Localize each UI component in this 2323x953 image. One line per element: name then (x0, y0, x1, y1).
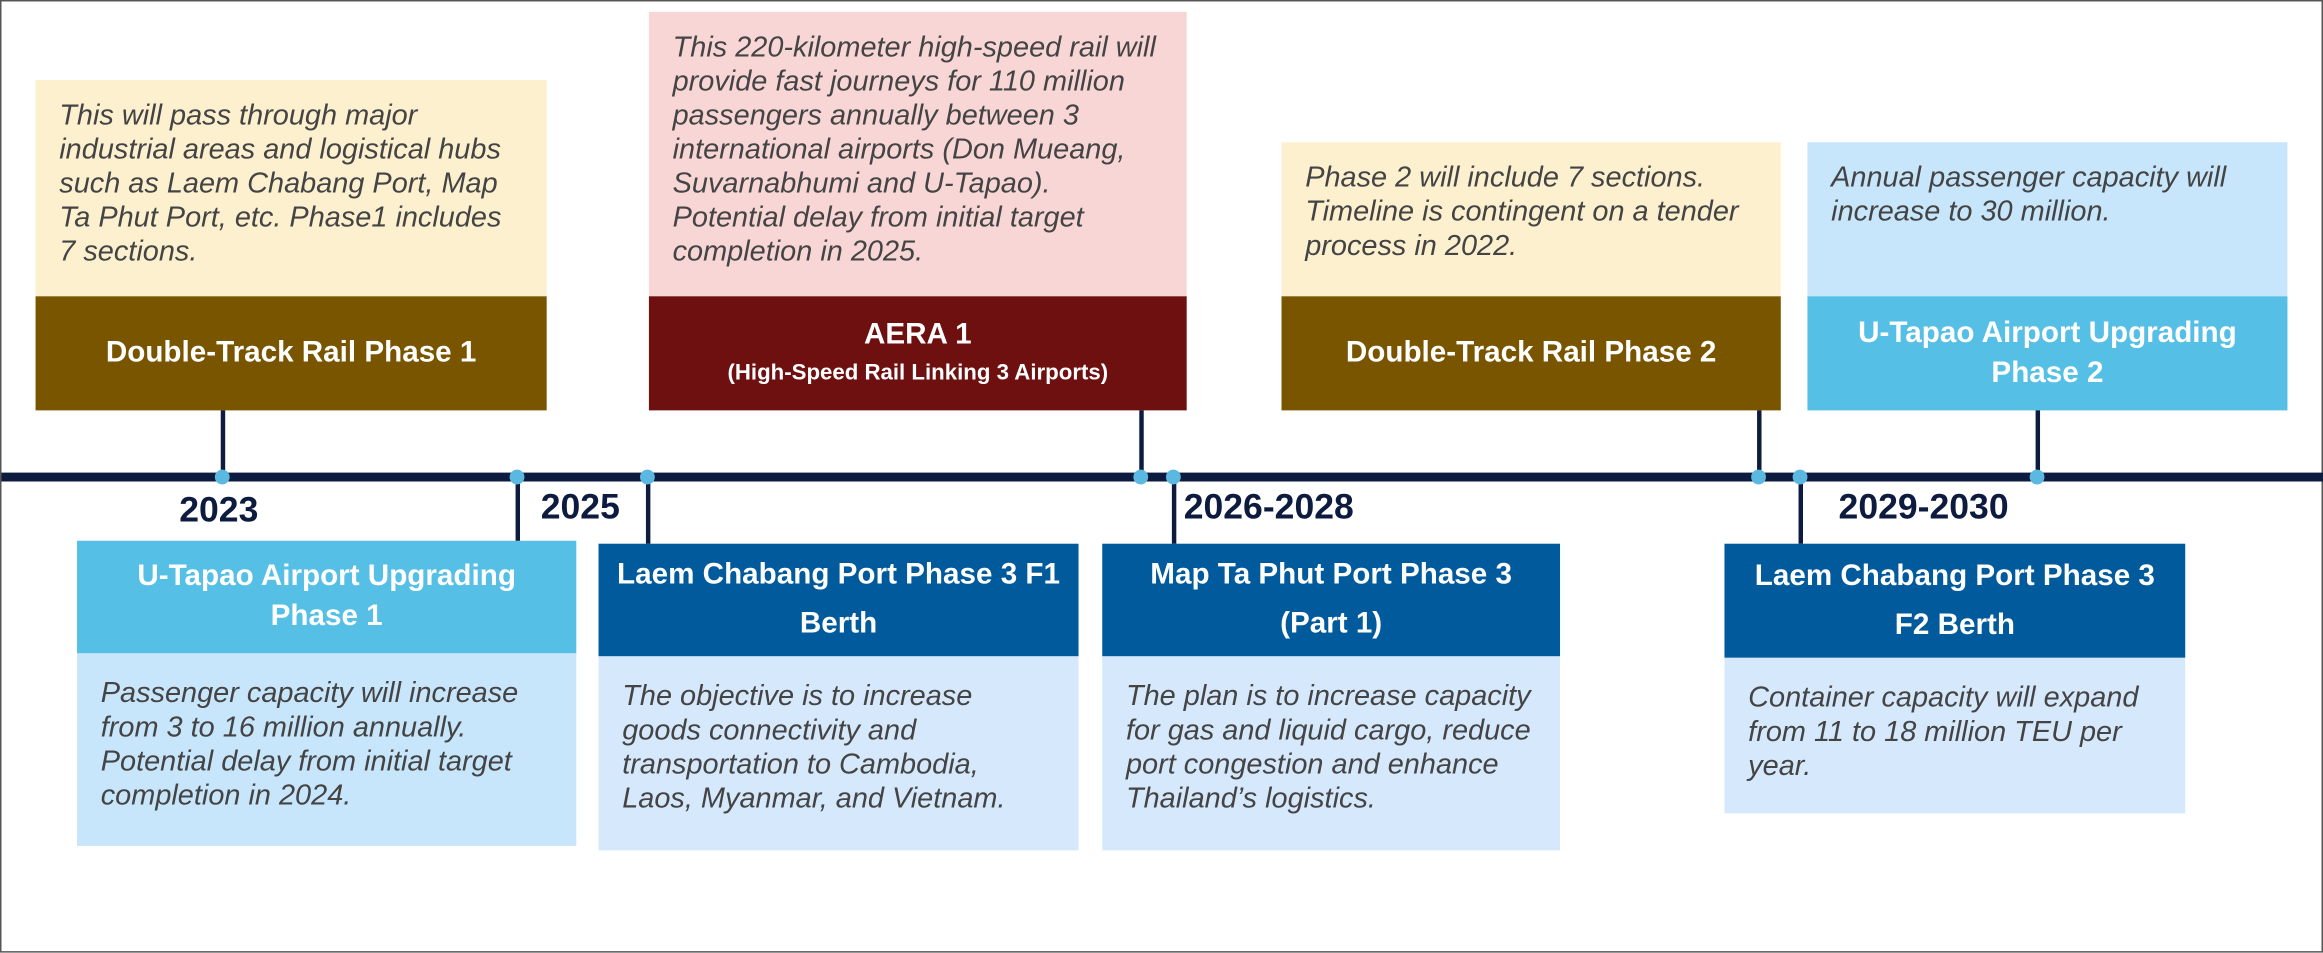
year-label: 2026-2028 (1183, 487, 1354, 528)
connector (645, 477, 650, 544)
subtitle-text: (High-Speed Rail Linking 3 Airports) (727, 360, 1109, 386)
milestone-description: Passenger capacity will increase from 3 … (77, 653, 577, 846)
milestone-title: AERA 1 (High-Speed Rail Linking 3 Airport… (648, 296, 1187, 411)
title-text: U-Tapao Airport Upgrading Phase 1 (137, 560, 516, 633)
timeline-dot (1133, 469, 1149, 485)
milestone-description: Annual passenger capacity will increase … (1807, 142, 2288, 297)
milestone-description: Container capacity will expand from 11 t… (1724, 657, 2186, 814)
year-label: 2025 (540, 487, 620, 528)
title-text: U-Tapao Airport Upgrading Phase 2 (1858, 316, 2237, 389)
connector (1171, 477, 1176, 544)
milestone-title: U-Tapao Airport Upgrading Phase 1 (77, 540, 577, 654)
timeline-dot (214, 469, 230, 485)
title-text: Laem Chabang Port Phase 3 F2 Berth (1754, 559, 2155, 641)
title-text: Laem Chabang Port Phase 3 F1 Berth (617, 558, 1060, 641)
title-text: AERA 1 (863, 318, 972, 352)
milestone-title: Laem Chabang Port Phase 3 F1 Berth (598, 543, 1079, 657)
milestone-description: The objective is to increase goods conne… (598, 656, 1079, 851)
timeline-dot (1165, 469, 1181, 485)
milestone-title: Double-Track Rail Phase 1 (35, 296, 547, 411)
milestone-description: Phase 2 will include 7 sections. Timelin… (1281, 142, 1781, 297)
connector (1797, 477, 1803, 544)
year-label: 2029-2030 (1838, 487, 2009, 528)
milestone-title: Laem Chabang Port Phase 3 F2 Berth (1724, 543, 2186, 658)
milestone-title: Map Ta Phut Port Phase 3 (Part 1) (1102, 543, 1561, 657)
timeline-dot (1751, 469, 1766, 485)
timeline-axis (1, 472, 2323, 482)
year-label: 2023 (179, 490, 259, 531)
connector (2034, 410, 2040, 478)
title-text: Double-Track Rail Phase 2 (1345, 336, 1717, 369)
milestone-title: Double-Track Rail Phase 2 (1281, 296, 1781, 411)
milestone-description: The plan is to increase capacity for gas… (1102, 656, 1561, 851)
milestone-description: This 220-kilometer high-speed rail will … (648, 11, 1187, 297)
timeline-dot (509, 469, 525, 485)
connector (514, 477, 520, 541)
connector (220, 410, 225, 478)
title-text: Double-Track Rail Phase 1 (105, 336, 477, 369)
title-text: Map Ta Phut Port Phase 3 (Part 1) (1150, 558, 1512, 641)
connector (1138, 410, 1143, 478)
timeline-dot (2029, 469, 2045, 485)
timeline-dot (640, 469, 655, 485)
milestone-title: U-Tapao Airport Upgrading Phase 2 (1807, 296, 2288, 411)
connector (1756, 410, 1761, 478)
timeline-dot (1792, 469, 1808, 485)
milestone-description: This will pass through major industrial … (35, 80, 547, 297)
